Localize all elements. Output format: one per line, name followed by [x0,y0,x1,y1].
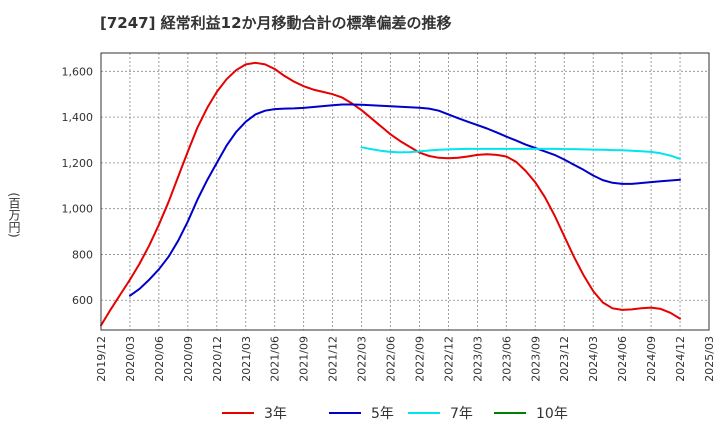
x-tick-label: 2024/03 [587,336,600,382]
x-tick-label: 2024/09 [645,336,658,382]
series-line-3 [360,146,681,160]
legend-label-2: 5年 [371,406,394,422]
x-tick-label: 2020/03 [124,336,137,382]
series-layer [100,61,681,327]
x-tick-label: 2020/06 [153,336,166,382]
legend: 3年 5年 7年 10年 [222,406,568,422]
x-tick-label: 2025/03 [703,336,716,382]
chart-title: [7247] 経常利益12か月移動合計の標準偏差の推移 [100,14,452,32]
plot-area-border [100,52,710,331]
x-tick-label: 2020/12 [211,336,224,382]
y-tick-label: 800 [72,248,93,261]
x-tick-label: 2024/06 [616,336,629,382]
series-line-1 [100,61,681,327]
x-tick-label: 2022/09 [413,336,426,382]
legend-label-4: 10年 [536,406,568,422]
x-tick-label: 2023/06 [500,336,513,382]
x-tick-label: 2024/12 [674,336,687,382]
legend-label-3: 7年 [450,406,473,422]
y-tick-label: 1,200 [62,157,94,170]
x-tick-labels: 2019/12 2020/03 2020/06 2020/09 2020/12 2021/… [95,336,716,382]
y-axis-label: (百万円) [7,192,21,238]
x-tick-label: 2022/12 [442,336,455,382]
x-tick-label: 2019/12 [95,336,108,382]
x-tick-label: 2021/09 [298,336,311,382]
x-tick-label: 2021/06 [269,336,282,382]
x-tick-label: 2022/06 [385,336,398,382]
y-tick-labels: 600 800 1,000 1,200 1,400 1,600 [62,65,94,307]
y-tick-label: 1,000 [62,203,94,216]
x-tick-label: 2022/03 [356,336,369,382]
series-line-2 [129,103,681,297]
x-tick-label: 2023/09 [529,336,542,382]
x-tick-label: 2020/09 [182,336,195,382]
y-tick-label: 600 [72,294,93,307]
legend-label-1: 3年 [264,406,287,422]
plot-area-background [101,53,709,330]
x-tick-label: 2021/03 [240,336,253,382]
x-tick-label: 2021/12 [327,336,340,382]
y-tick-label: 1,600 [62,65,94,78]
x-tick-label: 2023/03 [471,336,484,382]
y-tick-label: 1,400 [62,111,94,124]
x-tick-label: 2023/12 [558,336,571,382]
